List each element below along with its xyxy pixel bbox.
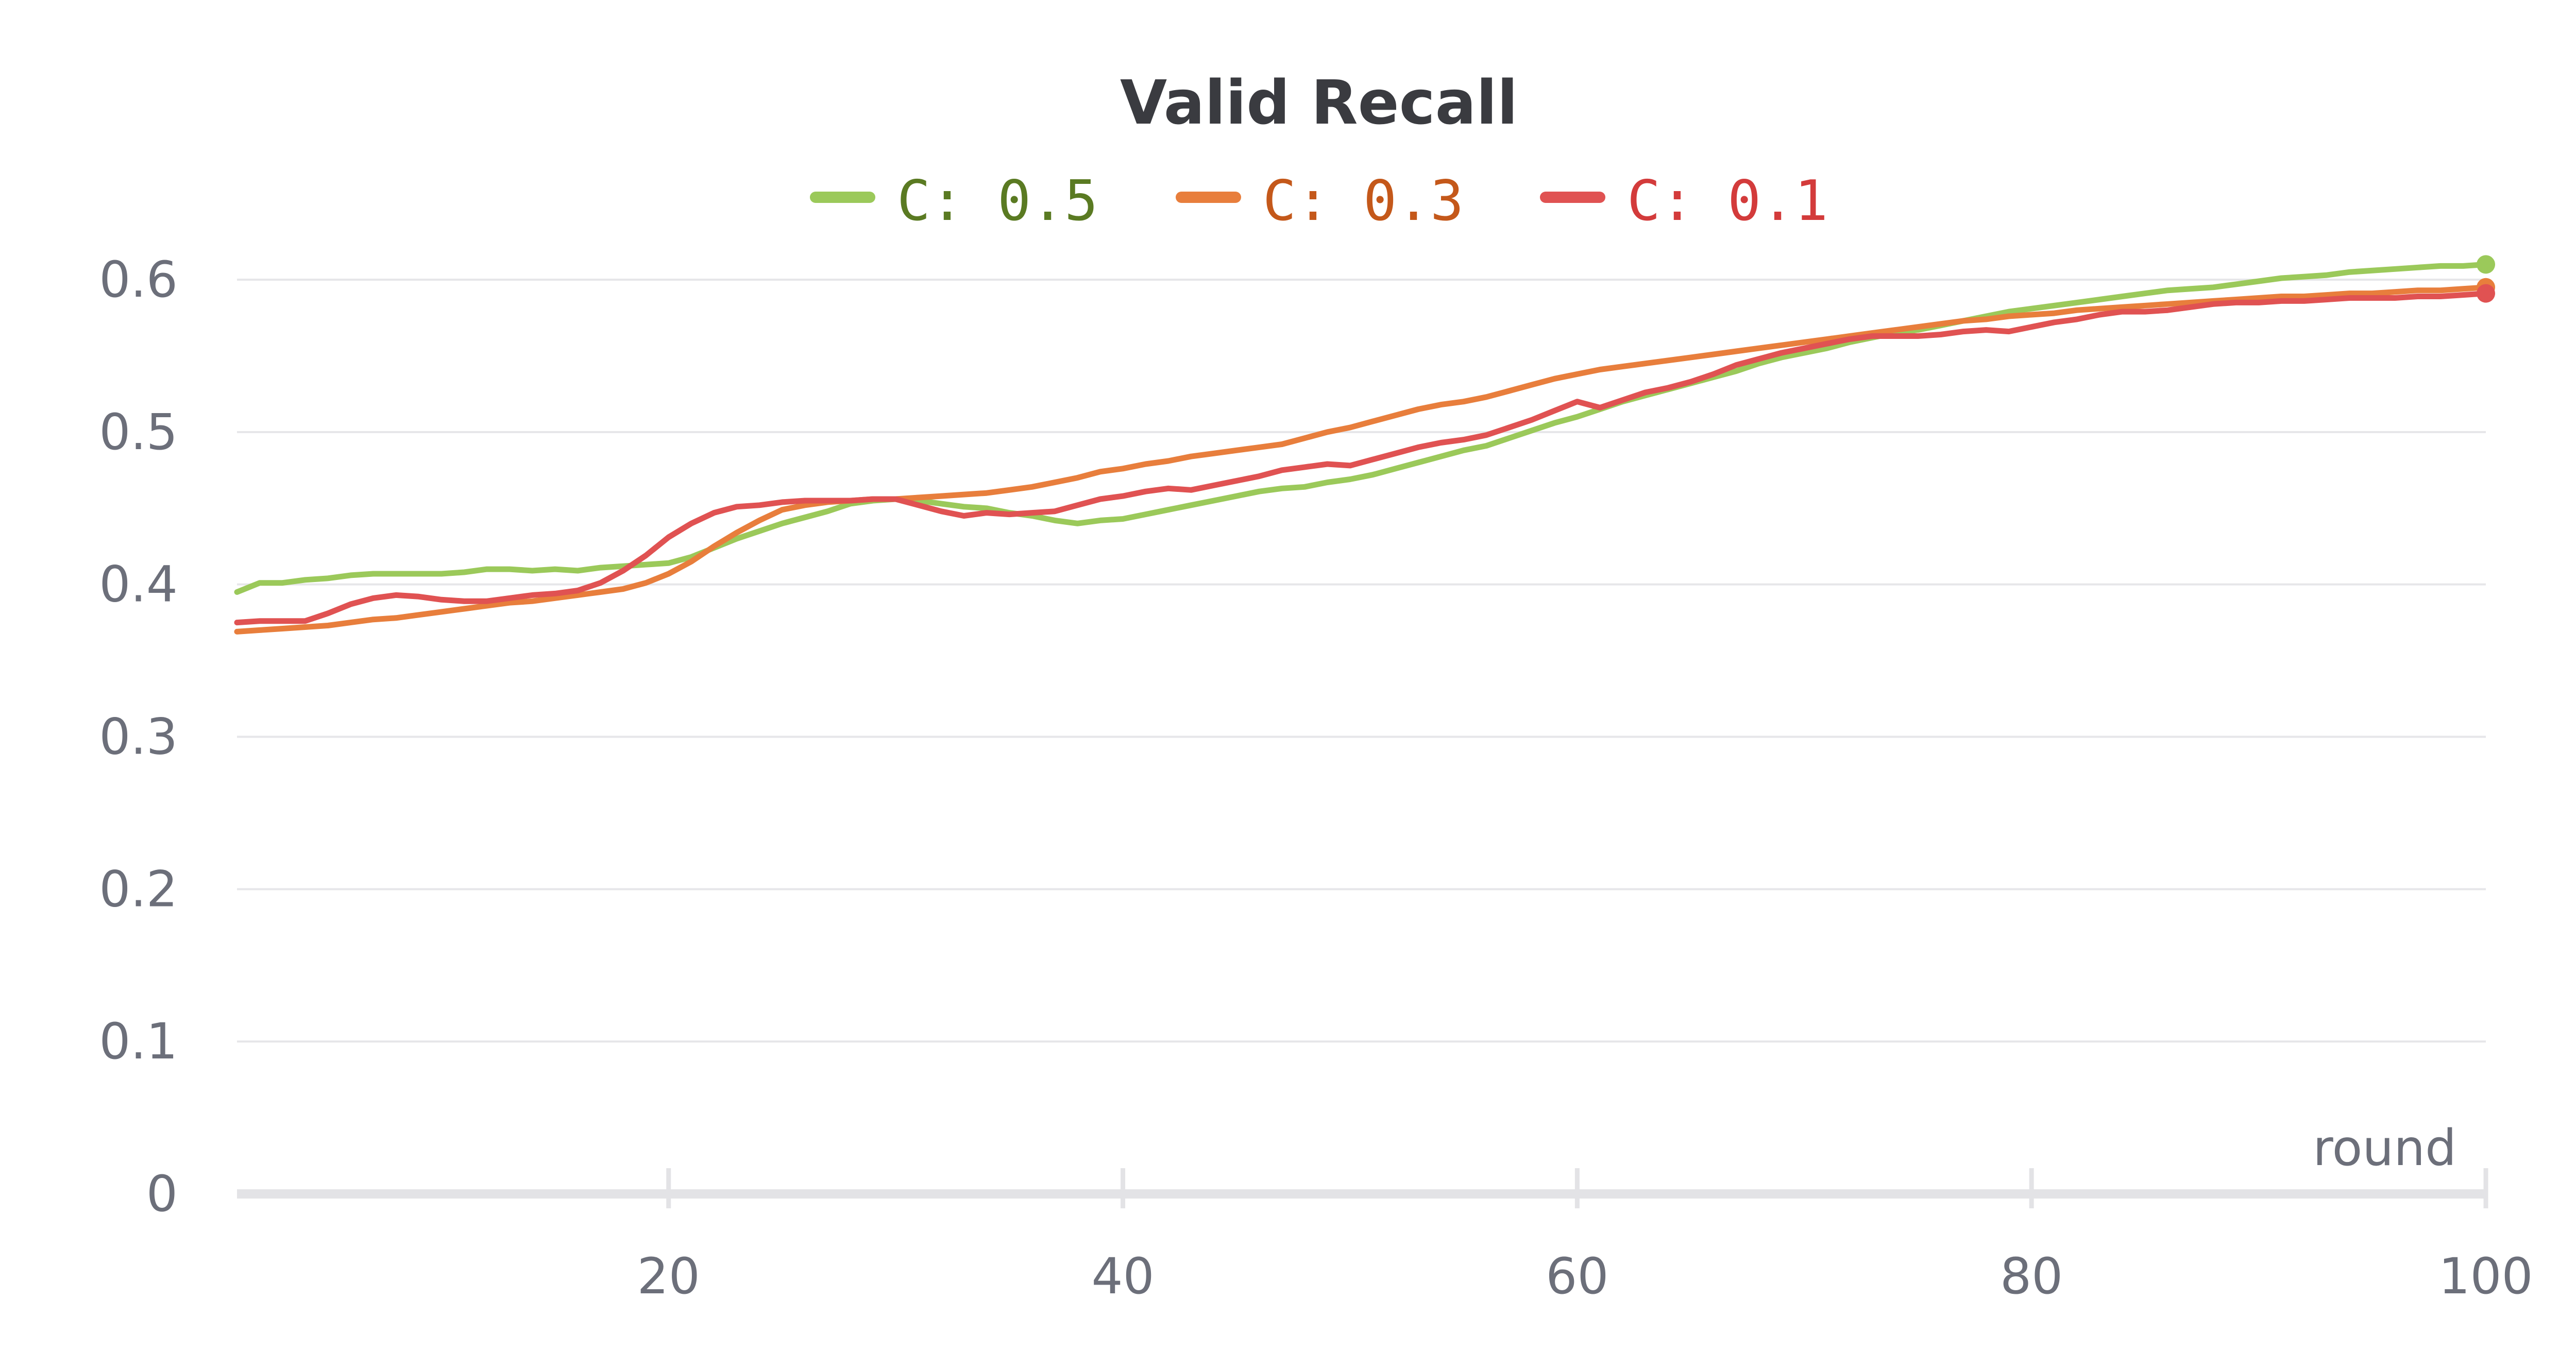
series-end-point bbox=[2477, 284, 2495, 303]
legend-label: C: 0.1 bbox=[1627, 169, 1828, 233]
x-axis-ticks: 20 40 60 80 100 bbox=[637, 1247, 2533, 1305]
x-axis bbox=[237, 1168, 2488, 1208]
legend-item[interactable]: C: 0.3 bbox=[1176, 169, 1464, 233]
x-tick-label: 20 bbox=[637, 1247, 700, 1305]
chart-title: Valid Recall bbox=[1120, 67, 1518, 138]
legend-item[interactable]: C: 0.1 bbox=[1540, 169, 1828, 233]
y-tick-label: 0.4 bbox=[99, 556, 178, 613]
y-tick-label: 0.6 bbox=[99, 251, 178, 309]
x-tick-label: 80 bbox=[2000, 1247, 2063, 1305]
legend-item[interactable]: C: 0.5 bbox=[810, 169, 1098, 233]
series-line bbox=[234, 284, 2489, 635]
series-line bbox=[234, 290, 2489, 626]
series-end-point bbox=[2477, 255, 2495, 274]
legend-label: C: 0.5 bbox=[897, 169, 1098, 233]
y-tick-label: 0.5 bbox=[99, 403, 178, 461]
legend: C: 0.5 C: 0.3 C: 0.1 bbox=[810, 169, 1828, 233]
y-tick-label: 0.1 bbox=[99, 1013, 178, 1070]
y-tick-label: 0.2 bbox=[99, 860, 178, 918]
x-axis-label: round bbox=[2313, 1119, 2456, 1177]
gridlines bbox=[237, 279, 2486, 1043]
legend-label: C: 0.3 bbox=[1263, 169, 1464, 233]
series-lines bbox=[234, 255, 2495, 635]
y-axis-ticks: 0 0.1 0.2 0.3 0.4 0.5 0.6 bbox=[99, 251, 178, 1223]
x-tick-label: 100 bbox=[2438, 1247, 2533, 1305]
series-line bbox=[234, 261, 2489, 595]
x-tick-label: 60 bbox=[1546, 1247, 1608, 1305]
y-tick-label: 0.3 bbox=[99, 708, 178, 766]
x-tick-label: 40 bbox=[1091, 1247, 1154, 1305]
y-tick-label: 0 bbox=[146, 1165, 178, 1223]
